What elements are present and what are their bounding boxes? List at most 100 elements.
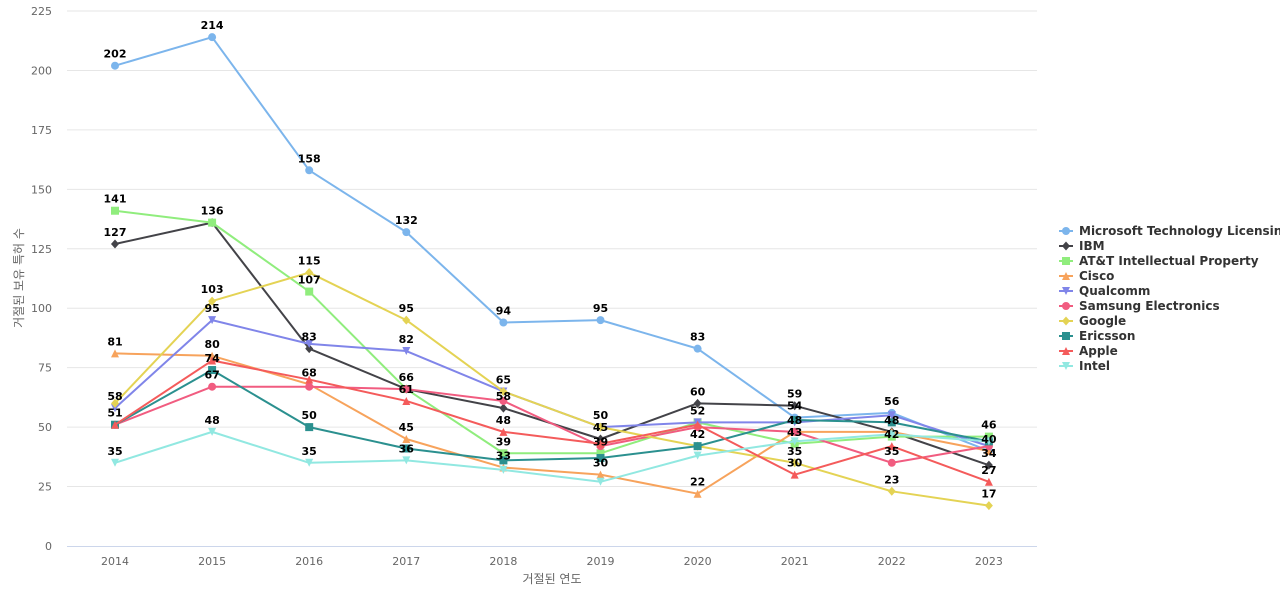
data-point — [305, 344, 314, 354]
series-apple — [111, 356, 993, 486]
data-label: 40 — [981, 433, 997, 446]
data-point — [111, 398, 119, 408]
data-label: 46 — [981, 419, 997, 432]
data-point — [693, 398, 702, 408]
data-label: 65 — [496, 373, 511, 386]
data-point — [111, 349, 119, 358]
data-point — [305, 382, 314, 391]
data-point — [499, 456, 508, 465]
data-point — [305, 268, 314, 278]
data-label: 66 — [399, 371, 415, 384]
data-label: 45 — [399, 421, 414, 434]
legend-label: IBM — [1079, 239, 1105, 253]
data-point — [693, 451, 702, 460]
legend-item[interactable]: IBM — [1059, 239, 1105, 253]
legend-label: Cisco — [1079, 269, 1114, 283]
data-label: 27 — [981, 464, 996, 477]
data-point — [790, 437, 799, 446]
series-line — [114, 359, 990, 483]
data-point — [305, 287, 314, 296]
legend-label: AT&T Intellectual Property — [1079, 254, 1259, 268]
legend-item[interactable]: AT&T Intellectual Property — [1059, 254, 1259, 268]
y-tick-label: 200 — [31, 64, 52, 77]
series-qualcomm — [111, 316, 993, 451]
legend-marker — [1062, 347, 1070, 355]
data-point — [402, 456, 411, 465]
legend-item[interactable]: Apple — [1059, 344, 1118, 358]
series-line — [114, 221, 990, 467]
data-point — [402, 385, 411, 394]
legend-item[interactable]: Google — [1059, 314, 1126, 328]
legend-label: Qualcomm — [1079, 284, 1150, 298]
legend-item[interactable]: Microsoft Technology Licensing — [1059, 224, 1280, 238]
data-point — [693, 489, 702, 498]
data-label: 158 — [298, 152, 321, 165]
data-label: 30 — [787, 457, 803, 470]
data-point — [790, 458, 799, 468]
legend-item[interactable]: Ericsson — [1059, 329, 1135, 343]
data-label: 202 — [104, 48, 127, 61]
data-point — [111, 420, 119, 429]
data-point — [790, 470, 799, 479]
y-axis-title: 거절된 보유 특허 수 — [12, 228, 26, 328]
data-point — [984, 432, 993, 441]
series-line — [114, 271, 990, 507]
data-point — [499, 318, 508, 327]
data-label: 83 — [690, 331, 705, 344]
data-point — [596, 470, 605, 479]
legend-label: Intel — [1079, 359, 1110, 373]
data-label: 74 — [204, 352, 220, 365]
data-label: 34 — [981, 447, 997, 460]
x-tick-label: 2015 — [198, 555, 226, 568]
legend-marker — [1062, 272, 1070, 280]
y-tick-label: 150 — [31, 183, 52, 196]
data-point — [208, 382, 217, 391]
data-label: 45 — [593, 421, 608, 434]
data-point — [111, 458, 119, 467]
data-point — [499, 449, 508, 458]
legend-item[interactable]: Samsung Electronics — [1059, 299, 1220, 313]
data-label: 39 — [593, 435, 608, 448]
data-label: 115 — [298, 255, 321, 268]
data-label: 50 — [302, 409, 318, 422]
data-label: 58 — [107, 390, 122, 403]
y-tick-label: 125 — [31, 243, 52, 256]
data-point — [208, 218, 217, 227]
legend-marker — [1062, 287, 1070, 295]
data-point — [499, 427, 508, 436]
legend-item[interactable]: Qualcomm — [1059, 284, 1150, 298]
series-line — [114, 430, 990, 483]
data-label: 136 — [201, 205, 224, 218]
legend-marker — [1062, 332, 1070, 340]
data-point — [208, 366, 217, 375]
data-label: 103 — [201, 283, 224, 296]
x-axis-title: 거절된 연도 — [522, 572, 581, 586]
data-label: 35 — [884, 445, 899, 458]
data-label: 23 — [884, 473, 899, 486]
data-point — [402, 435, 411, 443]
data-point — [596, 422, 605, 432]
series-line — [114, 36, 990, 452]
legend-item[interactable]: Intel — [1059, 359, 1110, 373]
legend-item[interactable]: Cisco — [1059, 269, 1114, 283]
data-label: 94 — [496, 304, 512, 317]
data-point — [499, 403, 508, 413]
y-tick-label: 0 — [45, 540, 52, 553]
data-label: 30 — [593, 457, 609, 470]
x-tick-label: 2022 — [878, 555, 906, 568]
legend-marker — [1062, 316, 1070, 326]
data-point — [208, 316, 217, 325]
data-label: 59 — [787, 388, 802, 401]
data-point — [208, 33, 217, 42]
data-point — [208, 427, 217, 436]
series-line — [114, 369, 990, 462]
data-point — [984, 460, 993, 470]
data-point — [887, 430, 896, 439]
data-point — [693, 442, 702, 451]
legend-marker — [1062, 362, 1070, 370]
data-point — [402, 347, 411, 356]
data-label: 52 — [690, 404, 705, 417]
data-label: 54 — [787, 400, 803, 413]
data-point — [887, 411, 896, 420]
